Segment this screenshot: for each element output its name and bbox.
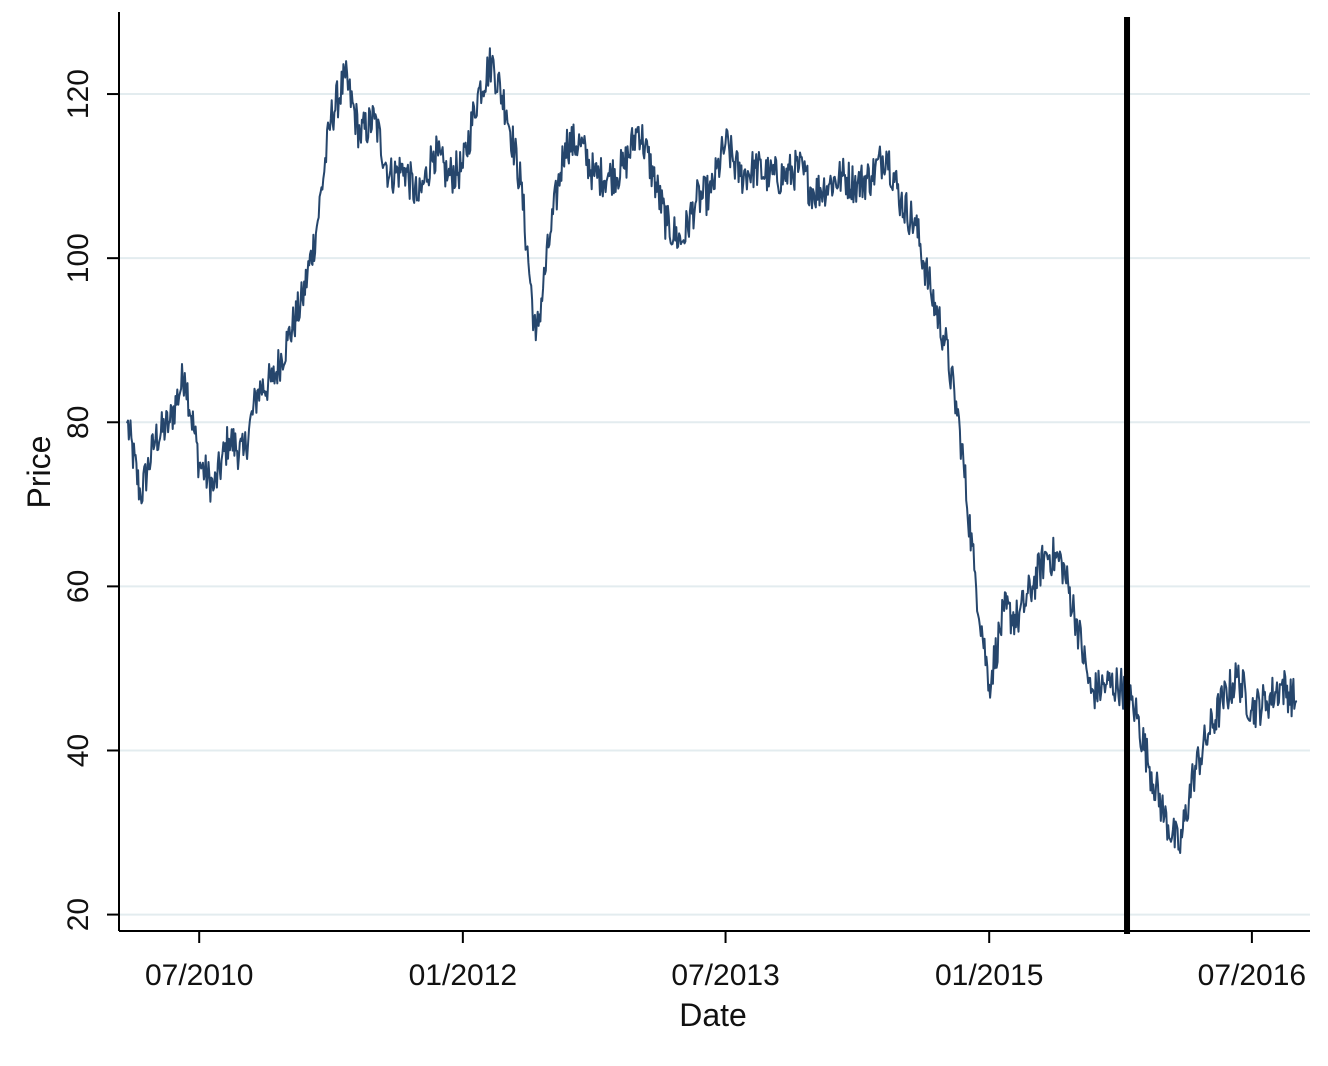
x-tick-label-07-2010: 07/2010 [145,959,253,992]
y-tick-label-100: 100 [62,233,95,283]
x-tick-label-01-2012: 01/2012 [409,959,517,992]
y-axis-ticks: 20 40 60 80 100 120 [62,69,119,931]
y-tick-label-40: 40 [62,734,95,767]
y-tick-label-60: 60 [62,570,95,603]
y-tick-label-80: 80 [62,406,95,439]
series-line-price [126,47,1298,854]
y-axis-title: Price [21,436,57,509]
x-axis-title: Date [679,997,747,1033]
x-tick-label-01-2015: 01/2015 [935,959,1043,992]
x-axis-ticks: 07/2010 01/2012 07/2013 01/2015 07/2016 [145,931,1306,992]
x-tick-label-07-2016: 07/2016 [1198,959,1306,992]
gridlines [119,93,1310,916]
series-layer [126,47,1298,854]
x-tick-label-07-2013: 07/2013 [671,959,779,992]
y-tick-label-120: 120 [62,69,95,119]
y-tick-label-20: 20 [62,898,95,931]
axes [118,12,1310,932]
